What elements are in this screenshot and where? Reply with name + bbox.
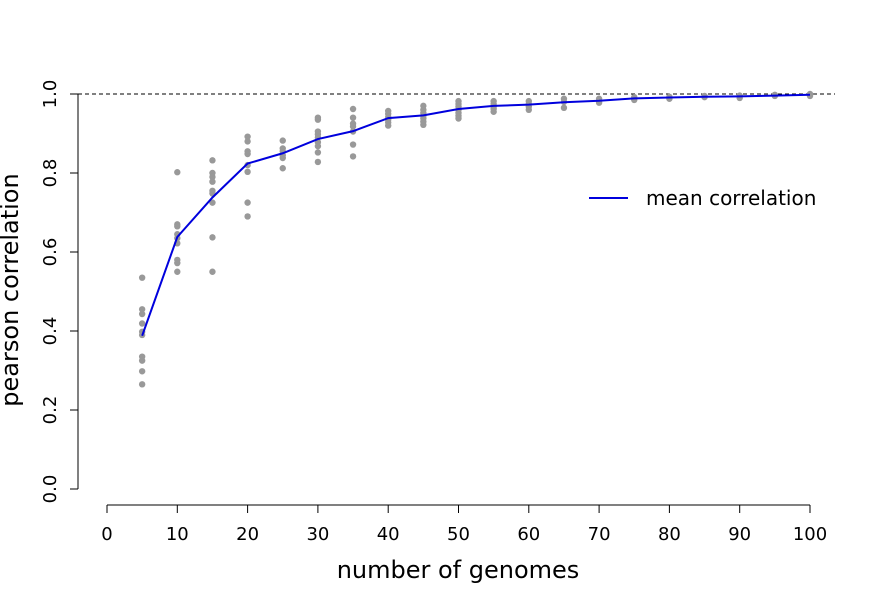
x-axis-title: number of genomes: [337, 556, 580, 584]
y-tick-label: 0.0: [40, 475, 61, 504]
data-point: [455, 115, 462, 122]
points-layer: [138, 90, 814, 388]
data-point: [279, 137, 286, 144]
data-point: [666, 95, 673, 102]
data-point: [349, 123, 357, 130]
data-point: [349, 153, 357, 160]
data-point: [314, 158, 322, 166]
data-point: [806, 92, 814, 100]
legend-label: mean correlation: [646, 186, 816, 210]
data-point: [314, 116, 322, 123]
data-point: [349, 141, 357, 148]
data-point: [420, 121, 427, 129]
x-tick-label: 0: [101, 524, 112, 545]
data-point: [174, 169, 181, 176]
data-point: [244, 133, 251, 140]
x-tick-label: 20: [236, 524, 259, 545]
data-point: [209, 173, 216, 181]
y-tick-label: 0.2: [40, 396, 61, 425]
data-point: [244, 150, 251, 158]
x-tick-label: 50: [447, 524, 470, 545]
data-point: [244, 168, 251, 176]
x-tick-label: 30: [306, 524, 329, 545]
x-tick-label: 40: [377, 524, 400, 545]
data-point: [314, 149, 322, 156]
y-axis-title: pearson correlation: [0, 173, 24, 406]
x-tick-label: 70: [588, 524, 611, 545]
x-tick-label: 80: [658, 524, 681, 545]
x-tick-label: 60: [517, 524, 540, 545]
data-point: [209, 268, 216, 275]
data-point: [209, 157, 216, 164]
x-tick-label: 90: [728, 524, 751, 545]
data-point: [174, 259, 181, 267]
mean-correlation-line: [141, 93, 811, 337]
data-point: [349, 114, 357, 121]
y-tick-label: 0.6: [40, 238, 61, 267]
data-point: [560, 104, 568, 112]
data-point: [385, 122, 392, 129]
data-point: [138, 381, 146, 388]
data-point: [314, 142, 322, 150]
data-point: [138, 274, 146, 281]
data-point: [174, 223, 181, 230]
data-point: [279, 165, 286, 172]
data-point: [244, 199, 251, 206]
data-point: [138, 368, 146, 375]
y-tick-label: 1.0: [40, 80, 61, 109]
mean-line-layer: [141, 93, 811, 337]
y-tick-label: 0.8: [40, 159, 61, 188]
data-point: [138, 357, 146, 364]
data-point: [490, 108, 497, 115]
y-tick-label: 0.4: [40, 317, 61, 346]
data-point: [349, 105, 357, 113]
x-tick-label: 10: [166, 524, 189, 545]
data-point: [209, 178, 216, 185]
data-point: [525, 106, 532, 114]
data-point: [244, 138, 251, 145]
axes-layer: 0 10 20 30 40 50 60 70 80 90 100 0.0 0.2 0.4 0.6 0.8 1.0: [40, 80, 827, 545]
x-tick-label: 100: [793, 524, 827, 545]
data-point: [279, 154, 286, 162]
data-point: [209, 199, 216, 206]
data-point: [138, 306, 146, 313]
legend: mean correlation: [589, 186, 816, 210]
data-point: [174, 268, 181, 275]
data-point: [138, 320, 146, 327]
data-point: [138, 310, 146, 318]
data-point: [244, 213, 251, 220]
data-point: [209, 234, 216, 241]
